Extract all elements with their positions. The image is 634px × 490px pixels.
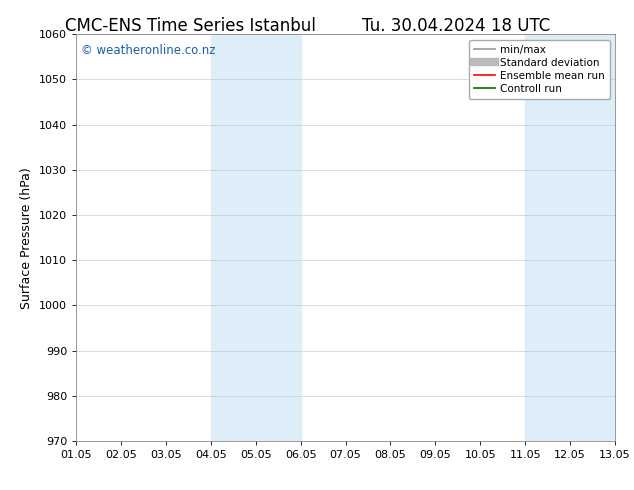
- Bar: [525, 34, 615, 441]
- Legend: min/max, Standard deviation, Ensemble mean run, Controll run: min/max, Standard deviation, Ensemble me…: [469, 40, 610, 99]
- Bar: [210, 34, 301, 441]
- Text: Tu. 30.04.2024 18 UTC: Tu. 30.04.2024 18 UTC: [363, 17, 550, 35]
- Text: CMC-ENS Time Series Istanbul: CMC-ENS Time Series Istanbul: [65, 17, 316, 35]
- Y-axis label: Surface Pressure (hPa): Surface Pressure (hPa): [20, 167, 34, 309]
- Text: © weatheronline.co.nz: © weatheronline.co.nz: [81, 45, 216, 57]
